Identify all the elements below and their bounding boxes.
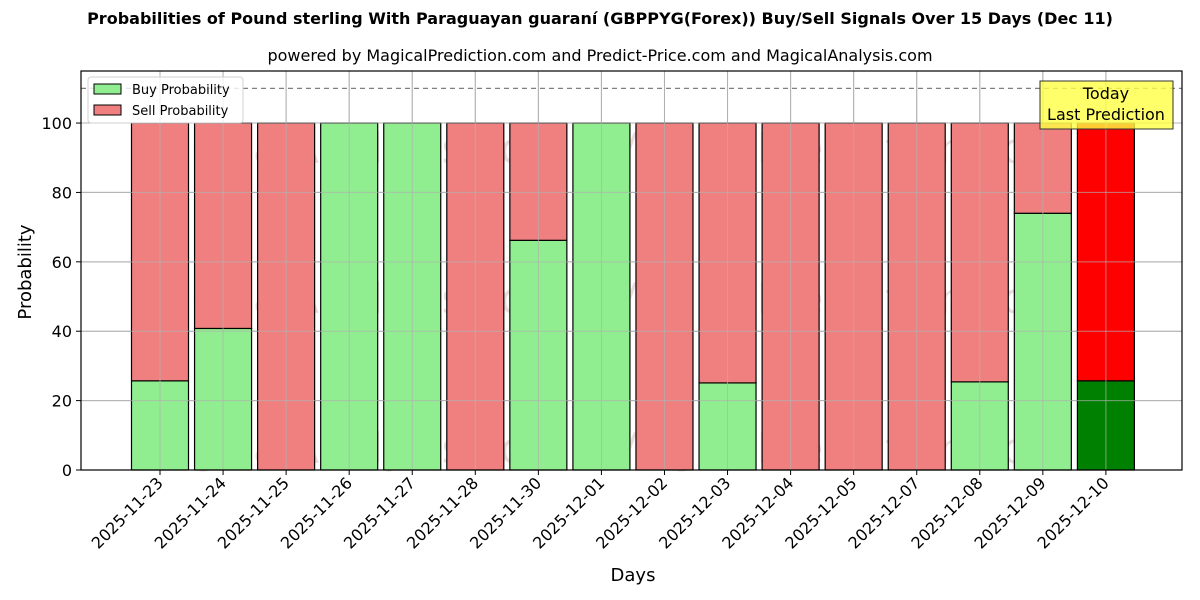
x-axis-ticks: 2025-11-232025-11-242025-11-252025-11-26…	[88, 470, 1113, 553]
legend-box	[87, 76, 244, 124]
chart-title: Probabilities of Pound sterling With Par…	[87, 9, 1113, 28]
chart-subtitle: powered by MagicalPrediction.com and Pre…	[267, 46, 933, 65]
annotation-line1: Today	[1082, 84, 1129, 103]
y-tick-label: 80	[52, 183, 72, 202]
y-axis-label: Probability	[15, 224, 36, 319]
today-annotation: Today Last Prediction	[1039, 80, 1174, 130]
y-axis-ticks: 0 20 40 60 80 100	[41, 114, 81, 480]
y-tick-label: 100	[41, 114, 72, 133]
y-tick-label: 40	[52, 322, 72, 341]
legend-sell-label: Sell Probability	[132, 104, 229, 119]
x-axis-label: Days	[611, 565, 656, 586]
legend-sell-swatch	[93, 104, 122, 116]
y-tick-label: 20	[52, 392, 72, 411]
bar-series	[81, 71, 1182, 471]
y-tick-label: 0	[62, 461, 72, 480]
annotation-box	[1039, 80, 1174, 130]
plot-frame	[80, 70, 1183, 471]
legend-buy-label: Buy Probability	[132, 83, 230, 98]
legend-buy-swatch	[93, 83, 122, 95]
annotation-line2: Last Prediction	[1047, 105, 1165, 124]
y-tick-label: 60	[52, 253, 72, 272]
legend: Buy Probability Sell Probability	[87, 76, 244, 124]
